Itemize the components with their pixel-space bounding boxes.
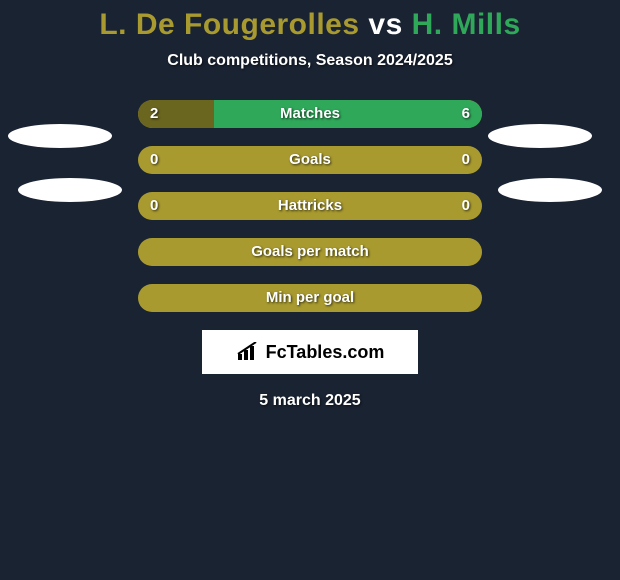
bar-chart-icon (236, 342, 262, 362)
source-label: FcTables.com (266, 342, 385, 363)
stat-row: 00Hattricks (138, 192, 482, 220)
footer-date: 5 march 2025 (0, 392, 620, 410)
stat-row: Goals per match (138, 238, 482, 266)
stat-label: Goals per match (138, 238, 482, 266)
stat-label: Min per goal (138, 284, 482, 312)
stat-label: Hattricks (138, 192, 482, 220)
decorative-ellipse (498, 178, 602, 202)
source-badge: FcTables.com (202, 330, 418, 374)
decorative-ellipse (488, 124, 592, 148)
stat-row: 00Goals (138, 146, 482, 174)
decorative-ellipse (8, 124, 112, 148)
subtitle: Club competitions, Season 2024/2025 (0, 52, 620, 70)
stat-label: Matches (138, 100, 482, 128)
decorative-ellipse (18, 178, 122, 202)
player1-name: L. De Fougerolles (99, 8, 359, 41)
vs-label: vs (368, 8, 402, 41)
stat-row: 26Matches (138, 100, 482, 128)
stat-rows: 26Matches 00Goals 00Hattricks Goals per mat… (138, 100, 482, 312)
stat-label: Goals (138, 146, 482, 174)
stat-row: Min per goal (138, 284, 482, 312)
comparison-title: L. De Fougerolles vs H. Mills (0, 8, 620, 42)
player2-name: H. Mills (412, 8, 521, 41)
